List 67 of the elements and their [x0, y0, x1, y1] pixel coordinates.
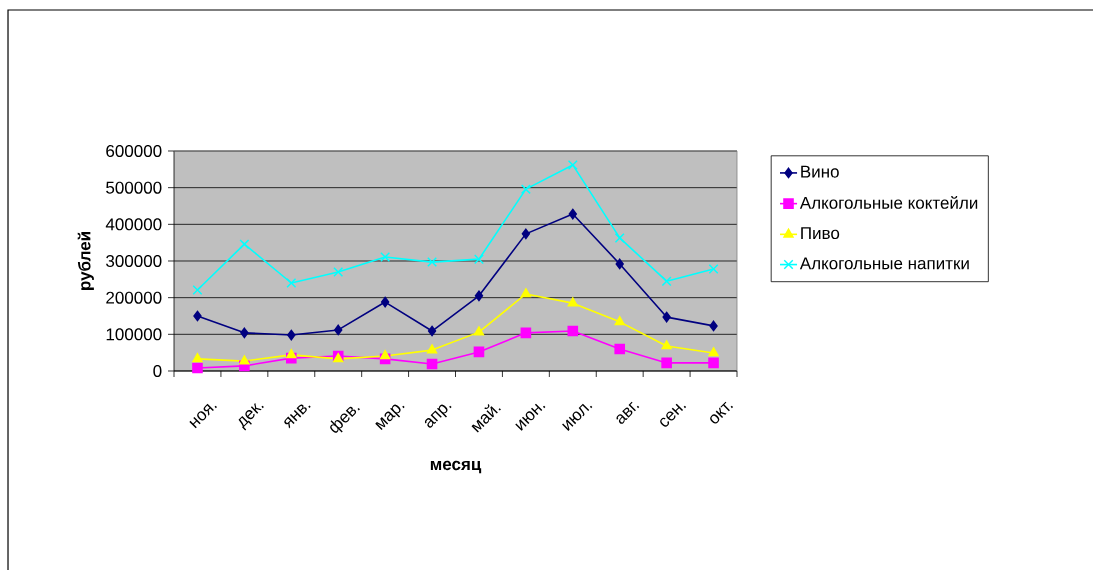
x-tick-label: июл. [562, 403, 593, 431]
point [708, 347, 719, 357]
x-tick-label: апр. [424, 404, 452, 428]
point [192, 285, 203, 295]
x-tick-label: сен. [660, 403, 687, 427]
point [240, 327, 249, 339]
point [520, 288, 532, 298]
point [568, 160, 578, 170]
x-tick-label: авг. [616, 401, 640, 424]
y-tick-label: 500000 [106, 181, 162, 194]
point [334, 324, 343, 336]
x-axis-title: месяц [430, 460, 482, 474]
point [426, 344, 438, 354]
point [333, 267, 343, 277]
point [426, 358, 438, 370]
y-tick-label: 600000 [106, 144, 162, 158]
point [567, 325, 579, 337]
point [614, 343, 626, 355]
y-tick-label: 300000 [106, 254, 162, 268]
point [380, 252, 390, 262]
y-axis-title: рублей [77, 232, 94, 290]
y-tick-label: 0 [153, 364, 162, 378]
point [473, 346, 485, 358]
point [474, 290, 484, 302]
point [661, 357, 672, 369]
x-tick-label: янв. [284, 404, 311, 429]
point [661, 340, 672, 350]
point [473, 326, 485, 336]
point [192, 353, 203, 363]
point [568, 208, 577, 220]
point [286, 349, 297, 359]
point [709, 320, 718, 332]
point [615, 258, 624, 270]
point [474, 254, 484, 264]
point [380, 296, 390, 308]
point [708, 357, 719, 369]
point [521, 228, 531, 240]
point [287, 329, 296, 341]
point [239, 239, 250, 249]
point [192, 362, 203, 374]
legend-label: Вино [801, 165, 839, 178]
legend-label: Алкогольные коктейли [799, 196, 978, 209]
x-tick-label: окт. [710, 401, 734, 424]
point [380, 350, 391, 360]
point [661, 276, 672, 286]
x-tick-label: дек. [238, 402, 264, 431]
point [614, 316, 625, 326]
legend-label: Алкогольные напитки [799, 257, 969, 270]
y-tick-label: 200000 [106, 291, 162, 304]
point [286, 278, 297, 288]
x-tick-label: ноя. [189, 403, 217, 429]
point [614, 233, 625, 243]
point [427, 257, 437, 267]
point [427, 325, 437, 337]
point [239, 355, 250, 365]
point [567, 297, 578, 307]
point [521, 184, 531, 194]
point [520, 327, 532, 339]
x-tick-label: мар. [375, 404, 405, 431]
point [662, 311, 671, 323]
x-tick-label: фев. [330, 406, 360, 433]
point [193, 310, 202, 322]
x-tick-label: июн. [515, 403, 546, 431]
legend-label: Пиво [801, 227, 840, 240]
y-tick-label: 400000 [105, 218, 162, 231]
y-tick-label: 100000 [106, 328, 162, 341]
point [708, 264, 719, 274]
